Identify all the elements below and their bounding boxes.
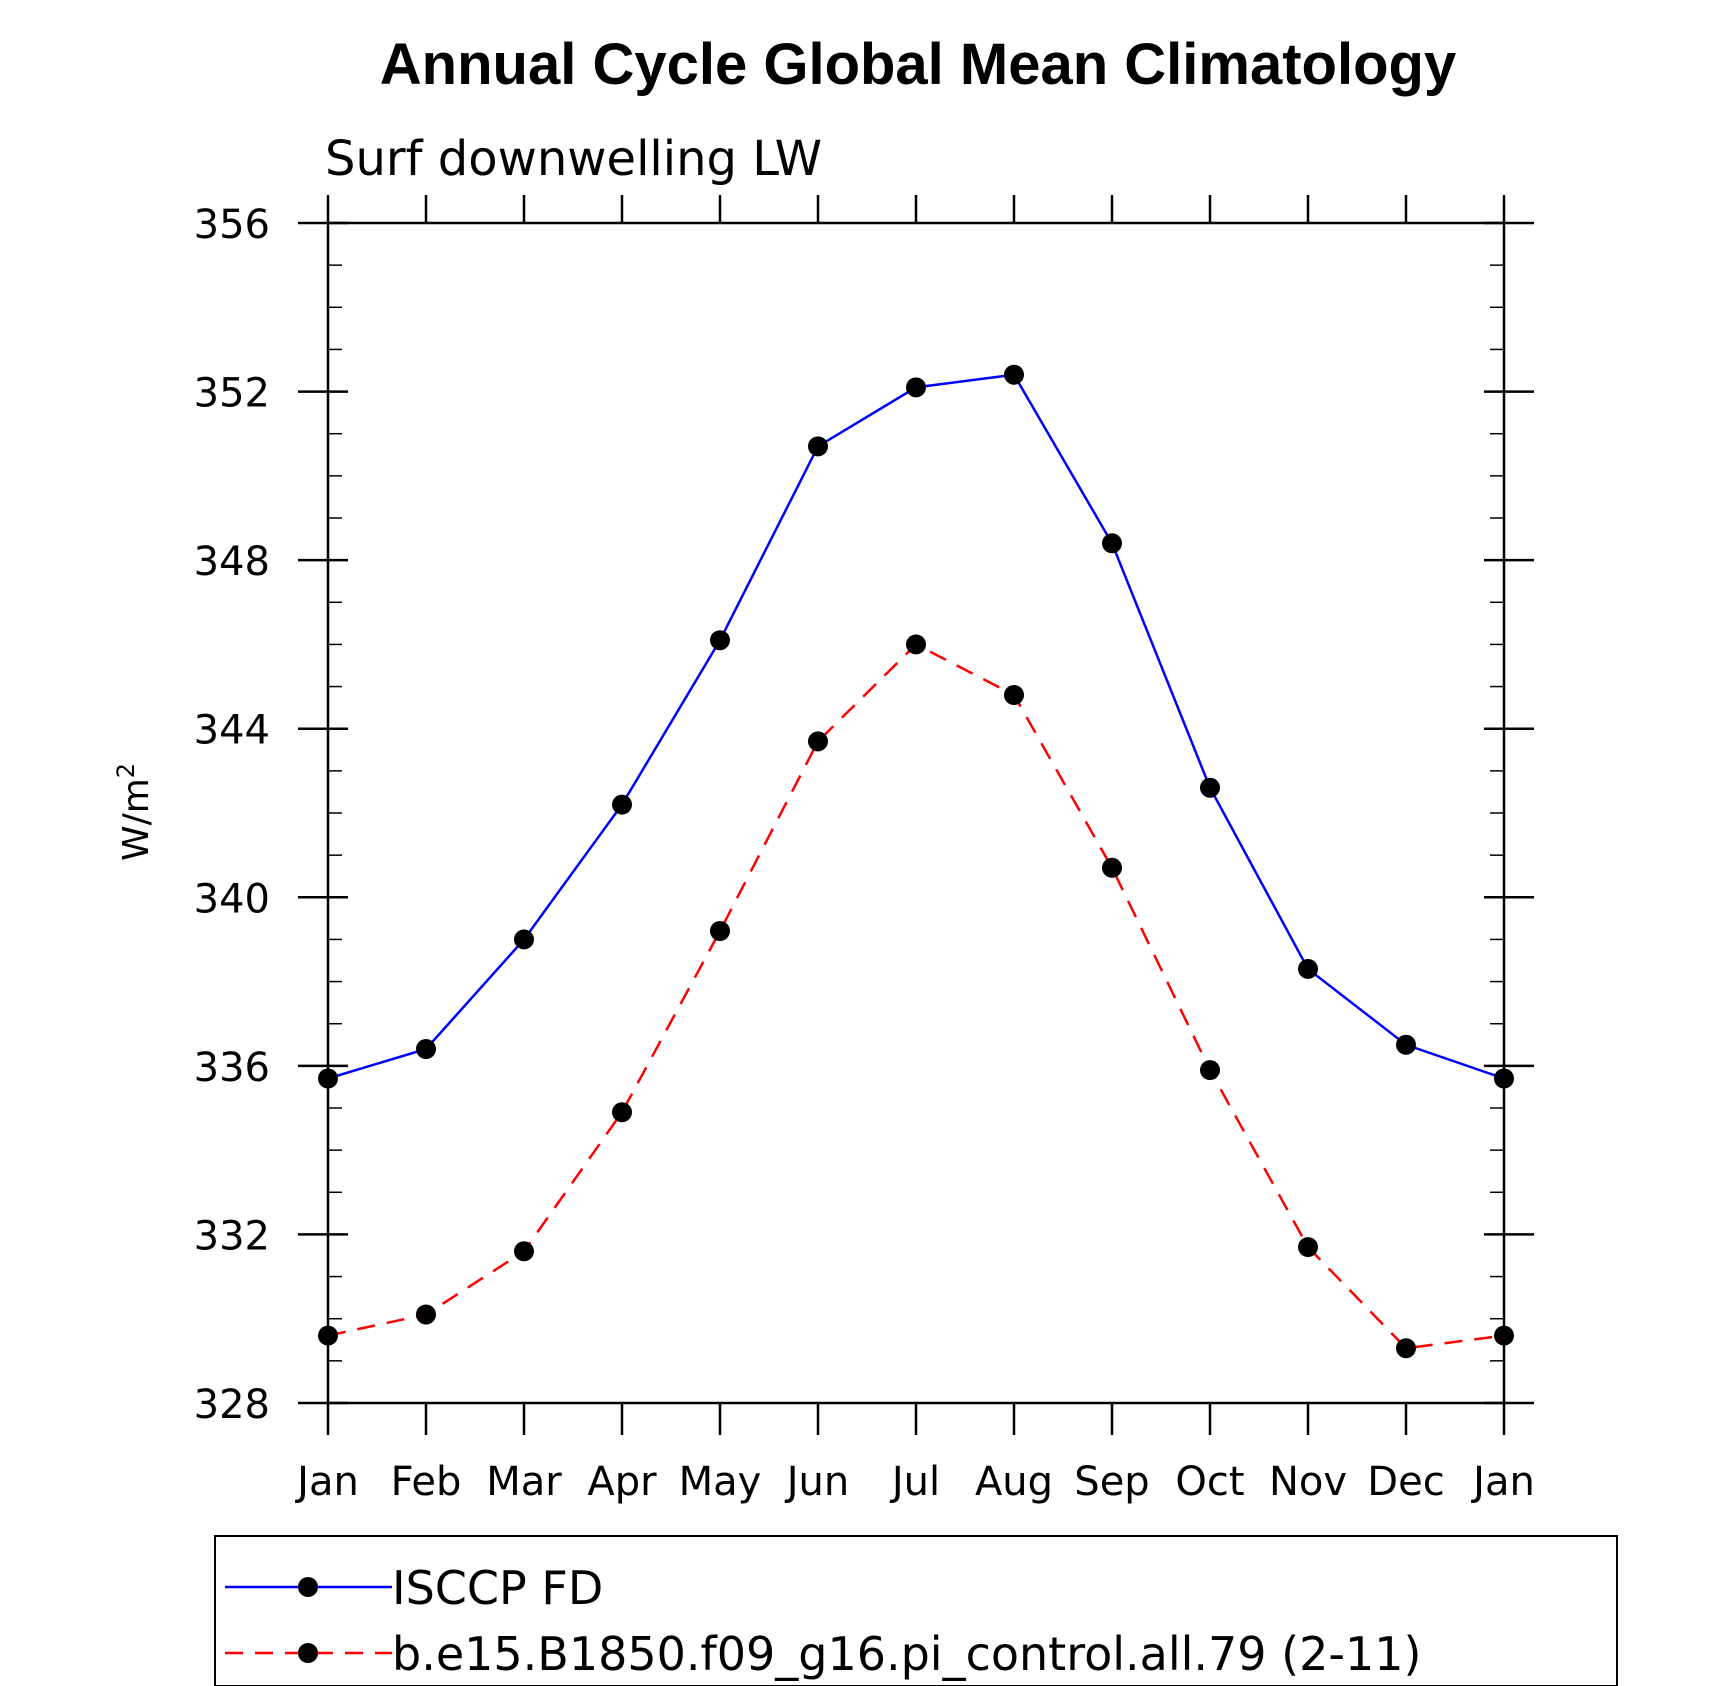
data-point [514, 1241, 534, 1262]
data-point [710, 921, 730, 941]
data-point [1396, 1034, 1416, 1055]
x-tick-label: Sep [1074, 1459, 1149, 1505]
x-tick-label: Aug [975, 1459, 1053, 1505]
y-tick-label: 328 [194, 1382, 270, 1428]
data-point [1494, 1068, 1514, 1089]
x-tick-label: Jun [784, 1459, 850, 1505]
legend-marker [298, 1643, 318, 1663]
data-point [1200, 777, 1220, 798]
y-axis-label: W/m2 [112, 763, 157, 861]
data-point [906, 377, 926, 398]
series-line [327, 373, 1505, 1080]
x-tick-label: Jan [294, 1459, 359, 1505]
x-tick-label: Mar [486, 1459, 562, 1505]
x-tick-label: Dec [1367, 1459, 1444, 1505]
series-line [327, 642, 1505, 1350]
data-point [1396, 1338, 1416, 1359]
legend-marker [298, 1577, 318, 1597]
data-point [318, 1325, 338, 1346]
y-tick-label: 344 [194, 708, 270, 754]
series-2 [318, 634, 1514, 1359]
data-point [1102, 857, 1122, 878]
x-tick-label: Jan [1470, 1459, 1535, 1505]
data-point [1200, 1060, 1220, 1081]
series-1 [318, 364, 1514, 1089]
data-point [1004, 685, 1024, 705]
y-axis-label-base: W/m [116, 778, 157, 861]
data-point [514, 929, 534, 950]
data-point [1004, 364, 1024, 385]
y-tick-label: 340 [194, 876, 270, 922]
data-point [1298, 958, 1318, 979]
y-tick-label: 356 [194, 202, 270, 248]
data-point [612, 1102, 632, 1123]
legend-label: b.e15.B1850.f09_g16.pi_control.all.79 (2… [392, 1627, 1421, 1681]
data-point [906, 634, 926, 655]
series-layer [318, 364, 1514, 1359]
data-point [1494, 1325, 1514, 1346]
y-tick-label: 332 [194, 1213, 270, 1259]
data-point [416, 1039, 436, 1059]
chart-title: Annual Cycle Global Mean Climatology [380, 32, 1456, 97]
chart-subtitle: Surf downwelling LW [325, 131, 822, 187]
data-point [1102, 533, 1122, 554]
data-point [710, 630, 730, 651]
axes: 328 332 336 340 344 348 352 356 Jan Feb Mar Apr May J… [194, 195, 1535, 1505]
legend-box [214, 1535, 1618, 1686]
y-tick-label: 336 [194, 1045, 270, 1091]
x-tick-label: Oct [1175, 1459, 1244, 1505]
legend: ISCCP FD b.e15.B1850.f09_g16.pi_control.a… [214, 1535, 1618, 1686]
x-tick-label: Apr [587, 1459, 657, 1505]
data-point [318, 1068, 338, 1089]
data-point [808, 436, 828, 457]
x-tick-label: Feb [391, 1459, 462, 1505]
data-point [808, 731, 828, 752]
x-tick-label: Jul [889, 1459, 940, 1505]
y-tick-label: 348 [194, 539, 270, 585]
y-tick-label: 352 [194, 371, 270, 417]
y-axis-label-superscript: 2 [112, 763, 140, 778]
x-tick-label: Nov [1269, 1459, 1347, 1505]
x-tick-label: May [679, 1459, 762, 1505]
data-point [612, 794, 632, 815]
data-point [416, 1304, 436, 1325]
data-point [1298, 1237, 1318, 1258]
legend-items: ISCCP FD b.e15.B1850.f09_g16.pi_control.a… [225, 1561, 1421, 1681]
plot-frame [326, 221, 1506, 1405]
legend-label: ISCCP FD [392, 1561, 603, 1615]
